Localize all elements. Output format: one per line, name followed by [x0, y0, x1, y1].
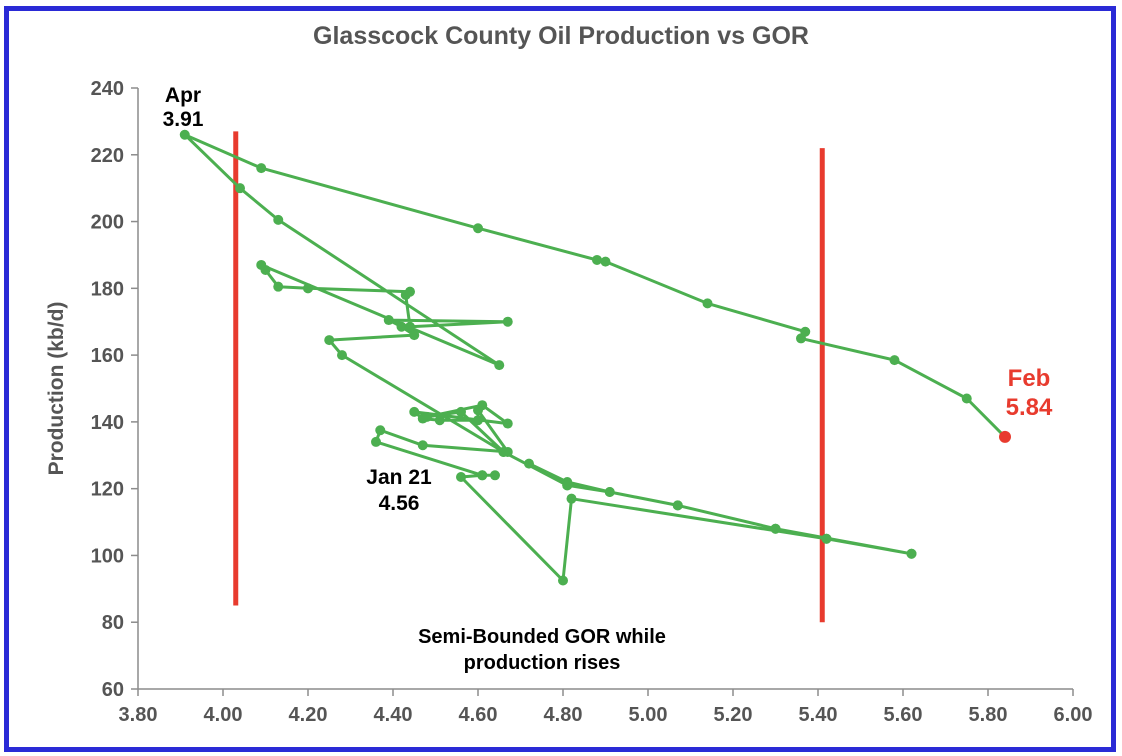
data-point [821, 533, 832, 544]
x-tick-label: 4.20 [289, 704, 328, 726]
data-point [405, 286, 415, 297]
annotation-apr: 3.91 [163, 108, 204, 131]
data-point [396, 321, 407, 332]
data-point [796, 333, 806, 344]
data-point [770, 523, 781, 534]
data-point [256, 163, 267, 174]
data-point [494, 360, 505, 371]
x-tick-label: 4.80 [544, 704, 583, 726]
data-point [502, 316, 513, 327]
data-point [179, 129, 190, 140]
annotation-jan: Jan 21 [366, 466, 432, 489]
data-point [498, 446, 509, 457]
data-point [490, 470, 500, 481]
data-point [592, 254, 602, 265]
data-point [562, 480, 573, 491]
x-tick-label: 3.80 [119, 704, 158, 726]
chart-title: Glasscock County Oil Production vs GOR [313, 22, 809, 50]
data-point [906, 548, 917, 559]
data-point [405, 321, 415, 332]
production-gor-line [183, 133, 1007, 582]
data-point [375, 425, 386, 436]
y-tick-label: 120 [91, 479, 124, 501]
x-tick-label: 5.20 [714, 704, 753, 726]
series-line [183, 133, 1007, 582]
x-tick-label: 5.00 [629, 704, 668, 726]
bound-lines [233, 131, 825, 623]
y-tick-label: 240 [91, 78, 124, 100]
data-point [889, 355, 900, 366]
annotation-apr: Apr [165, 84, 201, 107]
x-tick-label: 5.80 [969, 704, 1008, 726]
data-point [383, 315, 394, 326]
y-tick-label: 60 [102, 679, 124, 701]
y-tick-label: 160 [91, 345, 124, 367]
data-point [434, 415, 445, 426]
annotation-feb: 5.84 [1006, 394, 1053, 421]
annotation-semi: production rises [464, 652, 621, 674]
data-point [417, 413, 428, 424]
x-tick-label: 4.60 [459, 704, 498, 726]
data-point [409, 406, 420, 417]
data-point [273, 214, 284, 225]
data-point [473, 223, 483, 234]
data-point [371, 436, 381, 447]
y-tick-label: 80 [102, 612, 124, 634]
data-points [179, 129, 1011, 586]
y-tick-label: 180 [91, 278, 124, 300]
data-point [337, 350, 347, 361]
x-tick-label: 5.40 [799, 704, 838, 726]
y-axis-label: Production (kb/d) [45, 302, 68, 476]
data-point [473, 405, 483, 416]
data-point [273, 281, 284, 292]
data-point [702, 298, 713, 309]
data-point [456, 471, 466, 482]
annotation-jan: 4.56 [379, 492, 420, 515]
y-tick-label: 220 [91, 145, 124, 167]
data-point [235, 183, 245, 194]
data-point [672, 500, 683, 511]
data-point [473, 415, 483, 426]
data-point [604, 487, 615, 498]
data-point [409, 330, 420, 341]
y-tick-label: 140 [91, 412, 124, 434]
data-point [303, 283, 313, 294]
data-point [502, 418, 513, 429]
x-tick-label: 4.00 [204, 704, 243, 726]
y-tick-label: 100 [91, 545, 124, 567]
x-tick-label: 5.60 [884, 704, 923, 726]
data-point [558, 575, 568, 586]
data-point [566, 493, 577, 504]
x-tick-label: 6.00 [1054, 704, 1093, 726]
latest-data-point [999, 430, 1011, 443]
x-tick-label: 4.40 [374, 704, 413, 726]
data-point [600, 256, 611, 267]
y-tick-label: 200 [91, 212, 124, 234]
data-point [324, 335, 335, 346]
data-point [477, 470, 488, 481]
data-point [961, 393, 972, 404]
data-point [417, 440, 428, 451]
data-point [456, 406, 466, 417]
data-point [524, 458, 534, 469]
data-point [256, 259, 267, 270]
annotation-semi: Semi-Bounded GOR while [418, 626, 666, 648]
axes: 60 80 100 120 140 160 180 200 220 240 3.80 4.00 4.20… [45, 78, 1092, 726]
annotation-feb: Feb [1008, 365, 1051, 392]
